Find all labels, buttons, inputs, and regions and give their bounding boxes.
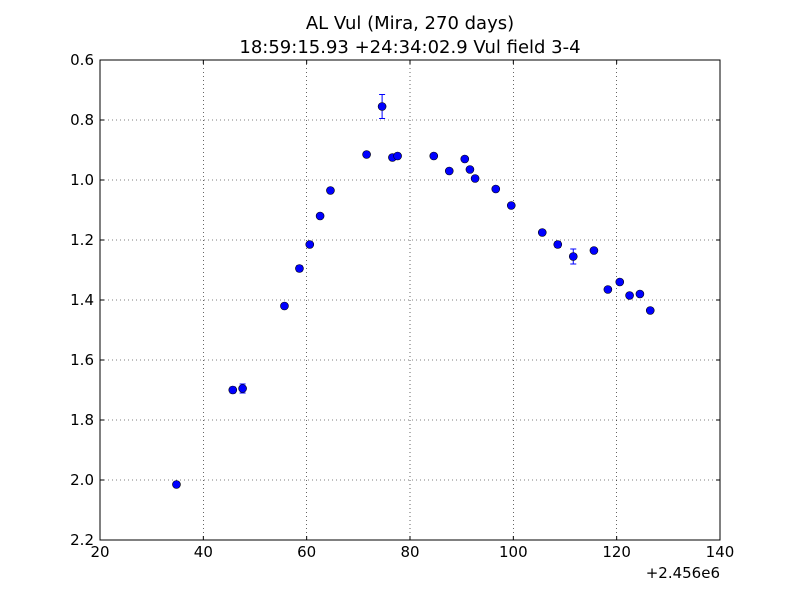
y-tick-label: 1.4 xyxy=(70,291,94,309)
x-offset-label: +2.456e6 xyxy=(646,564,720,582)
data-point xyxy=(305,240,315,249)
data-point xyxy=(470,174,480,183)
y-tick-label: 1.0 xyxy=(70,171,94,189)
data-point xyxy=(460,154,470,164)
data-point xyxy=(625,291,634,300)
data-point xyxy=(491,184,501,194)
x-tick-label: 40 xyxy=(194,543,213,561)
y-tick-label: 1.2 xyxy=(70,231,94,249)
data-point xyxy=(465,165,475,174)
data-point xyxy=(635,289,645,299)
x-tick-label: 80 xyxy=(400,543,419,561)
data-point xyxy=(393,151,402,161)
data-point xyxy=(615,277,625,287)
data-point xyxy=(603,285,613,294)
data-point xyxy=(228,385,238,395)
data-point xyxy=(553,240,563,249)
axis-ticks: 20 40 60 80 100 120 140 0.6 0.8 1.0 1.2 1.4 1.6 1.8 2.… xyxy=(70,51,734,561)
data-point xyxy=(568,252,578,261)
data-point xyxy=(645,306,655,315)
data-point xyxy=(377,102,387,111)
plot-frame xyxy=(99,59,721,541)
y-tick-label: 2.0 xyxy=(70,471,94,489)
data-point xyxy=(537,228,547,237)
y-tick-label: 1.6 xyxy=(70,351,94,369)
chart-subtitle: 18:59:15.93 +24:34:02.9 Vul field 3-4 xyxy=(239,37,580,58)
data-point xyxy=(172,480,181,489)
data-point xyxy=(280,301,289,311)
data-point xyxy=(444,166,454,176)
x-tick-label: 20 xyxy=(90,543,109,561)
x-tick-label: 140 xyxy=(706,543,735,561)
data-point xyxy=(295,264,304,273)
y-tick-label: 0.8 xyxy=(70,111,94,129)
data-point xyxy=(429,151,439,161)
data-point xyxy=(238,384,247,393)
y-tick-label: 2.2 xyxy=(70,531,94,549)
data-point xyxy=(326,186,335,195)
x-tick-label: 120 xyxy=(602,543,631,561)
data-point xyxy=(589,246,599,255)
data-points xyxy=(172,94,655,489)
y-tick-label: 0.6 xyxy=(70,51,94,69)
chart-title: AL Vul (Mira, 270 days) xyxy=(306,13,514,34)
data-point xyxy=(315,211,325,221)
data-point xyxy=(506,201,516,210)
data-point xyxy=(362,150,371,159)
x-tick-label: 100 xyxy=(499,543,528,561)
x-tick-label: 60 xyxy=(297,543,316,561)
y-tick-label: 1.8 xyxy=(70,411,94,429)
